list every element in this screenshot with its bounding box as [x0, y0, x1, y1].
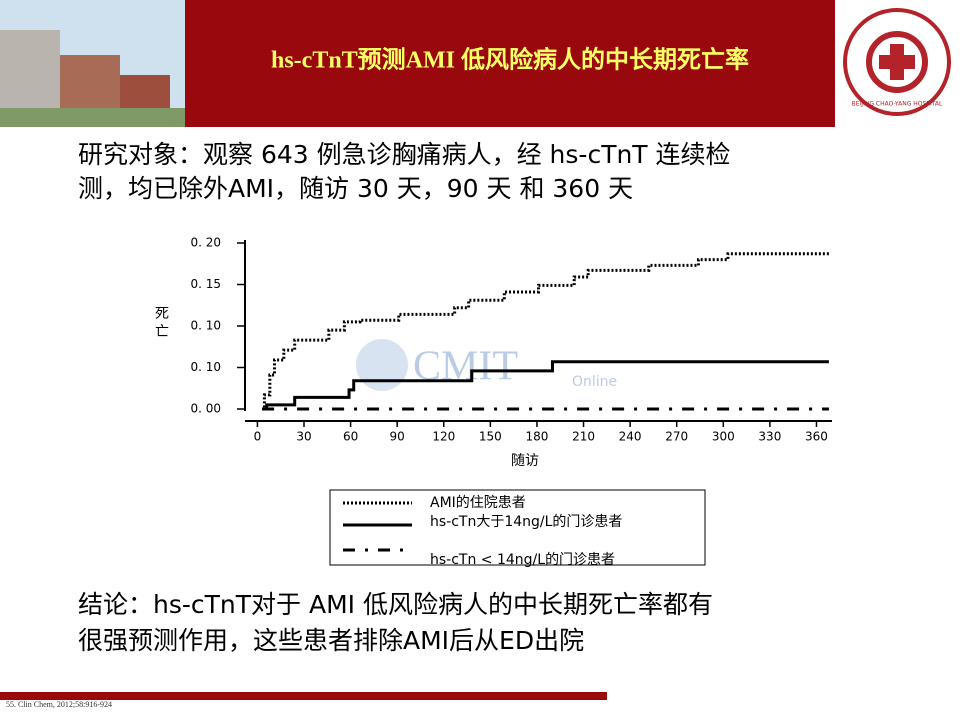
logo: BEIJING CHAO-YANG HOSPITAL — [843, 8, 951, 116]
x-tick-label: 360 — [805, 430, 828, 444]
chart: 0. 00 0. 10 0. 10 0. 15 0. 20 0 30 60 90 120 150 18… — [155, 236, 832, 568]
reference: 55. Clin Chem, 2012;58:916-924 — [6, 700, 112, 709]
y-tick-label: 0. 20 — [190, 236, 221, 250]
y-tick-label: 0. 00 — [190, 402, 221, 416]
conclusion-line: 结论：hs-cTnT对于 AMI 低风险病人的中长期死亡率都有 — [78, 590, 713, 619]
x-tick-label: 150 — [479, 430, 502, 444]
x-tick-label: 90 — [390, 430, 405, 444]
logo-text: BEIJING CHAO-YANG HOSPITAL — [852, 101, 943, 108]
x-axis-label: 随访 — [511, 453, 539, 469]
x-tick-label: 300 — [712, 430, 735, 444]
conclusion-line: 很强预测作用，这些患者排除AMI后从ED出院 — [78, 626, 584, 655]
body-line: 研究对象：观察 643 例急诊胸痛病人，经 hs-cTnT 连续检 — [78, 140, 731, 169]
series-line — [262, 252, 829, 411]
x-tick-label: 240 — [619, 430, 642, 444]
x-tick-label: 120 — [432, 430, 455, 444]
y-tick-label: 0. 15 — [190, 277, 221, 291]
watermark-main: CMIT — [413, 344, 518, 390]
x-tick-label: 0 — [254, 430, 262, 444]
footer-bar — [0, 692, 607, 700]
x-tick-label: 180 — [525, 430, 548, 444]
title: hs-cTnT预测AMI 低风险病人的中长期死亡率 — [271, 46, 749, 74]
title-banner — [185, 0, 835, 127]
x-tick-label: 330 — [758, 430, 781, 444]
x-tick-label: 270 — [665, 430, 688, 444]
legend-box — [329, 489, 706, 566]
y-tick-label: 0. 10 — [190, 319, 221, 333]
legend-label: hs-cTn大于14ng/L的门诊患者 — [430, 514, 622, 530]
x-tick-label: 210 — [572, 430, 595, 444]
watermark-sub: Online — [572, 374, 617, 390]
series-line — [262, 360, 829, 411]
body-line: 测，均已除外AMI，随访 30 天，90 天 和 360 天 — [78, 174, 633, 203]
y-axis-label: 死 — [155, 306, 169, 322]
photo — [0, 0, 185, 127]
x-tick-label: 30 — [296, 430, 311, 444]
y-axis-label: 亡 — [155, 324, 169, 340]
legend-label: hs-cTn < 14ng/L的门诊患者 — [430, 552, 615, 568]
watermark: CMIT Online — [356, 339, 617, 391]
legend-label: AMI的住院患者 — [430, 495, 526, 511]
y-tick-label: 0. 10 — [190, 360, 221, 374]
x-tick-label: 60 — [343, 430, 358, 444]
